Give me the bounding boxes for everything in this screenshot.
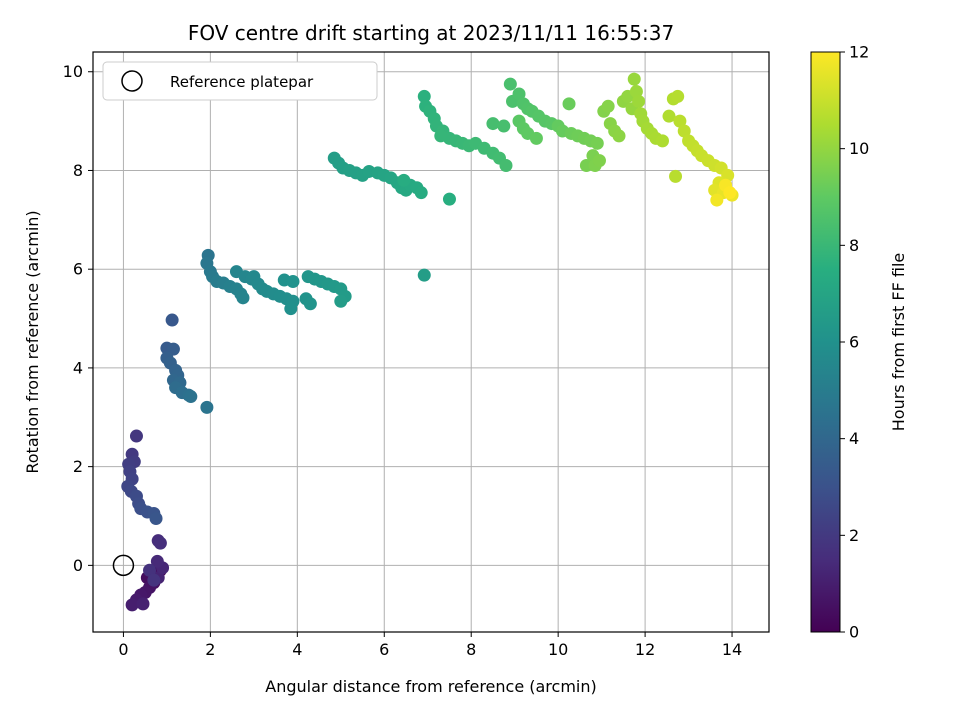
y-tick-label: 0: [73, 556, 83, 575]
x-tick-label: 0: [118, 640, 128, 659]
data-point: [655, 134, 669, 148]
data-point: [286, 275, 300, 289]
colorbar-tick-label: 0: [849, 623, 859, 642]
data-point: [136, 597, 150, 611]
legend-box: [102, 61, 378, 101]
data-point: [671, 89, 685, 103]
data-points: [121, 72, 739, 612]
data-point: [499, 159, 513, 173]
data-point: [284, 302, 298, 316]
data-point: [150, 554, 164, 568]
data-point: [125, 598, 139, 612]
colorbar-tick-label: 6: [849, 333, 859, 352]
data-point: [710, 193, 724, 207]
data-point: [442, 192, 456, 206]
data-point: [486, 117, 500, 131]
data-point: [629, 84, 643, 98]
data-point: [503, 77, 517, 91]
data-point: [149, 511, 163, 525]
data-point: [417, 89, 431, 103]
data-point: [434, 129, 448, 143]
plot-frame: [92, 51, 770, 633]
data-point: [669, 169, 683, 183]
data-point: [236, 291, 250, 305]
data-point: [143, 563, 157, 577]
data-point: [592, 154, 606, 168]
x-tick-label: 8: [466, 640, 476, 659]
data-point: [562, 97, 576, 111]
data-point: [612, 129, 626, 143]
colorbar-tick-label: 8: [849, 236, 859, 255]
data-point: [590, 136, 604, 150]
y-tick-label: 4: [73, 358, 83, 377]
data-point: [417, 268, 431, 282]
x-axis-label: Angular distance from reference (arcmin): [265, 677, 596, 696]
data-point: [165, 313, 179, 327]
data-point: [153, 536, 167, 550]
colorbar-tick-label: 4: [849, 429, 859, 448]
data-point: [129, 429, 143, 443]
data-point: [632, 94, 646, 108]
data-point: [334, 294, 348, 308]
y-tick-label: 8: [73, 161, 83, 180]
y-tick-label: 10: [63, 62, 83, 81]
x-tick-label: 6: [379, 640, 389, 659]
data-point: [601, 99, 615, 113]
x-tick-label: 12: [635, 640, 655, 659]
legend: Reference platepar: [102, 61, 378, 101]
chart-title: FOV centre drift starting at 2023/11/11 …: [188, 21, 674, 45]
data-point: [721, 168, 735, 182]
colorbar-label: Hours from first FF file: [889, 253, 908, 432]
x-tick-label: 10: [548, 640, 568, 659]
reference-marker: [112, 554, 135, 577]
data-point: [303, 297, 317, 311]
x-tick-label: 14: [722, 640, 742, 659]
data-point: [512, 87, 526, 101]
data-point: [497, 119, 511, 133]
data-point: [184, 390, 198, 404]
data-point: [397, 173, 411, 187]
data-point: [662, 109, 676, 123]
colorbar-tick-label: 12: [849, 43, 869, 62]
data-point: [414, 186, 428, 200]
x-tick-label: 2: [205, 640, 215, 659]
colorbar: [810, 51, 841, 633]
y-tick-label: 2: [73, 457, 83, 476]
colorbar-tick-label: 2: [849, 526, 859, 545]
legend-marker: [121, 70, 143, 92]
data-point: [529, 131, 543, 145]
colorbar-tick-label: 10: [849, 139, 869, 158]
y-axis-ticks: 0 2 4 6 8 10: [63, 62, 93, 575]
legend-label: Reference platepar: [170, 73, 314, 91]
x-axis-ticks: 0 2 4 6 8 10 12 14: [118, 632, 742, 659]
colorbar-ticks: 0 2 4 6 8 10 12: [840, 43, 869, 642]
data-point: [627, 72, 641, 86]
data-point: [673, 114, 687, 128]
y-axis-label: Rotation from reference (arcmin): [23, 210, 42, 473]
data-point: [166, 342, 180, 356]
data-point: [200, 400, 214, 414]
data-point: [723, 186, 737, 200]
y-tick-label: 6: [73, 260, 83, 279]
data-point: [677, 124, 691, 138]
data-point: [147, 573, 161, 587]
x-tick-label: 4: [292, 640, 302, 659]
